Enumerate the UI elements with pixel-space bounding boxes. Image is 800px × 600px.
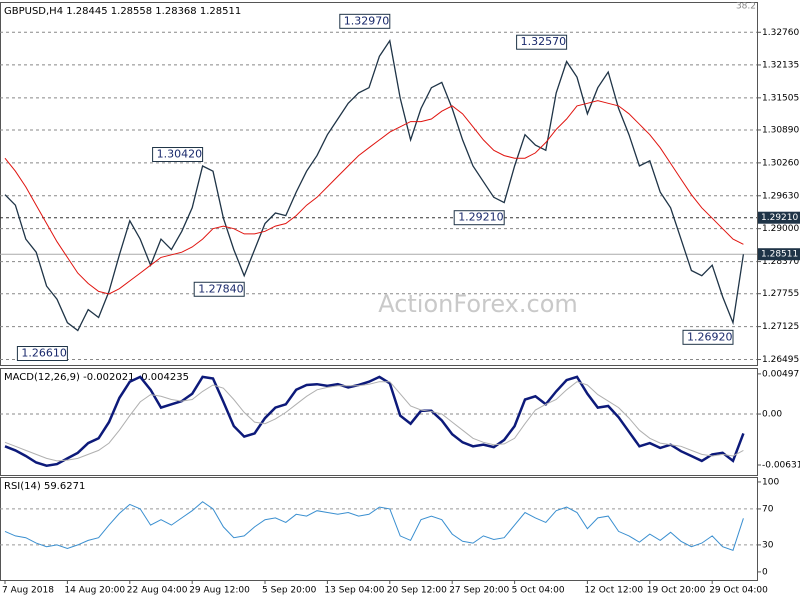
price-label-box bbox=[16, 346, 68, 362]
price-label-box bbox=[152, 147, 204, 163]
series-line bbox=[4, 375, 745, 467]
y-tick-label: 0.00 bbox=[762, 410, 782, 420]
x-tick-label: 20 Sep 12:00 bbox=[387, 586, 447, 596]
panel-frame bbox=[0, 2, 758, 366]
price-label: 1.26610 bbox=[21, 347, 67, 360]
y-tick-label: 100 bbox=[762, 477, 779, 487]
panel-frame bbox=[0, 368, 758, 476]
y-tick-label: 1.29000 bbox=[762, 224, 799, 234]
panel-title: MACD(12,26,9) -0.002021 -0.004235 bbox=[4, 372, 189, 383]
last-price-label: 1.28511 bbox=[761, 250, 798, 260]
x-tick-label: 27 Sep 20:00 bbox=[449, 586, 509, 596]
y-tick-label: 30 bbox=[762, 540, 774, 550]
price-label: 1.32970 bbox=[344, 14, 390, 27]
y-tick-label: 1.28370 bbox=[762, 257, 799, 267]
y-tick-label: -0.006311 bbox=[762, 460, 800, 470]
corner-note: 38.2 bbox=[736, 2, 756, 12]
panel-title: RSI(14) 59.6271 bbox=[4, 481, 85, 492]
x-tick-label: 29 Oct 04:00 bbox=[709, 586, 768, 596]
series-line bbox=[4, 100, 744, 295]
y-tick-label: 1.30260 bbox=[762, 158, 799, 168]
price-label-box bbox=[339, 13, 391, 29]
y-tick-label: 1.32760 bbox=[762, 28, 799, 38]
panel-frame bbox=[0, 477, 758, 581]
x-tick-label: 22 Aug 04:00 bbox=[127, 586, 188, 596]
x-tick-label: 12 Oct 12:00 bbox=[584, 586, 643, 596]
y-tick-label: 0.004971 bbox=[762, 369, 800, 379]
level-box bbox=[758, 211, 800, 224]
y-tick-label: 1.27755 bbox=[762, 289, 799, 299]
price-label: 1.30420 bbox=[157, 148, 203, 161]
last-price-box bbox=[758, 248, 800, 261]
price-label-box bbox=[516, 34, 568, 50]
y-tick-label: 1.29630 bbox=[762, 191, 799, 201]
series-line bbox=[4, 501, 744, 551]
price-label: 1.32570 bbox=[521, 35, 567, 48]
series-line bbox=[4, 38, 745, 332]
x-tick-label: 5 Sep 20:00 bbox=[262, 586, 317, 596]
level-label: 1.29210 bbox=[761, 213, 798, 223]
x-tick-label: 29 Aug 12:00 bbox=[189, 586, 250, 596]
x-tick-label: 7 Aug 2018 bbox=[2, 586, 54, 596]
price-label: 1.29210 bbox=[458, 211, 504, 224]
y-tick-label: 1.31505 bbox=[762, 93, 799, 103]
y-tick-label: 1.27125 bbox=[762, 322, 799, 332]
x-tick-label: 19 Oct 20:00 bbox=[647, 586, 706, 596]
x-tick-label: 13 Sep 04:00 bbox=[324, 586, 384, 596]
y-tick-label: 70 bbox=[762, 504, 774, 514]
y-tick-label: 1.26495 bbox=[762, 355, 799, 365]
y-tick-label: 0 bbox=[762, 567, 768, 577]
price-label-box bbox=[193, 281, 245, 297]
panel-title: GBPUSD,H4 1.28445 1.28558 1.28368 1.2851… bbox=[4, 6, 241, 17]
watermark: ActionForex.com bbox=[378, 290, 578, 318]
price-label-box bbox=[453, 210, 505, 226]
price-label: 1.26920 bbox=[687, 330, 733, 343]
x-tick-label: 5 Oct 04:00 bbox=[512, 586, 565, 596]
y-tick-label: 1.30890 bbox=[762, 125, 799, 135]
y-tick-label: 1.32135 bbox=[762, 60, 799, 70]
x-tick-label: 14 Aug 20:00 bbox=[64, 586, 125, 596]
price-label: 1.27840 bbox=[198, 282, 244, 295]
price-label-box bbox=[682, 329, 734, 345]
series-line bbox=[4, 381, 744, 462]
